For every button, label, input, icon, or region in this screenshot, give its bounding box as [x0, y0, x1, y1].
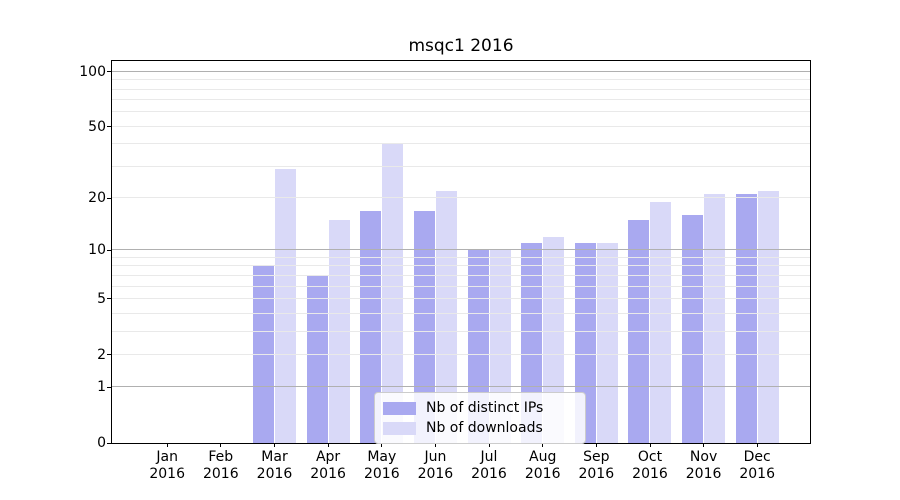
bar-distinct-ips-jun	[413, 210, 435, 443]
bar-distinct-ips-dec	[735, 194, 757, 443]
gridline-y-1	[112, 386, 810, 388]
x-tick-label-jan: Jan 2016	[149, 449, 185, 482]
y-tick-mark	[107, 298, 111, 300]
gridline-y-40	[112, 143, 810, 145]
gridline-y-10	[112, 249, 810, 251]
bar-distinct-ips-may	[360, 210, 382, 443]
y-tick-mark	[107, 354, 111, 356]
x-tick-mark	[488, 443, 490, 447]
y-tick-mark	[107, 71, 111, 73]
y-tick-mark	[107, 197, 111, 199]
x-tick-mark	[274, 443, 275, 447]
x-tick-label-sep: Sep 2016	[578, 449, 615, 482]
x-tick-label-feb: Feb 2016	[202, 449, 239, 482]
bars-layer	[112, 61, 810, 443]
x-tick-mark	[434, 443, 436, 447]
bar-downloads-dec	[757, 190, 779, 443]
chart-title: msqc1 2016	[408, 36, 514, 56]
x-tick-mark	[381, 443, 383, 447]
legend-swatch-distinct-ips	[383, 401, 416, 415]
bar-downloads-aug	[543, 236, 565, 443]
x-tick-label-jul: Jul 2016	[471, 449, 507, 482]
y-tick-mark	[107, 249, 111, 251]
gridline-y-7	[112, 274, 810, 276]
x-tick-mark	[595, 443, 597, 447]
y-tick-mark	[107, 442, 111, 444]
bar-downloads-sep	[596, 243, 618, 443]
bar-downloads-mar	[274, 169, 296, 443]
x-tick-label-aug: Aug 2016	[524, 449, 561, 482]
gridline-y-60	[112, 111, 810, 113]
y-tick-label-50: 50	[88, 118, 106, 135]
gridline-y-4	[112, 312, 810, 314]
y-tick-label-10: 10	[88, 242, 106, 259]
gridline-y-8	[112, 265, 810, 267]
x-tick-mark	[220, 443, 222, 447]
legend-item-distinct-ips: Nb of distinct IPs	[383, 398, 577, 418]
x-tick-label-jun: Jun 2016	[417, 449, 454, 482]
grid-layer	[112, 61, 810, 443]
gridline-y-5	[112, 297, 810, 299]
x-tick-mark	[327, 443, 329, 447]
gridline-y-6	[112, 285, 810, 287]
x-tick-label-oct: Oct 2016	[632, 449, 668, 482]
legend-swatch-downloads	[383, 421, 416, 435]
gridline-y-20	[112, 197, 810, 199]
bar-downloads-nov	[704, 194, 726, 443]
x-tick-label-may: May 2016	[363, 449, 400, 482]
y-tick-label-20: 20	[88, 190, 106, 207]
bar-distinct-ips-apr	[306, 275, 328, 443]
legend-label-downloads: Nb of downloads	[426, 420, 543, 436]
gridline-y-9	[112, 256, 810, 258]
y-tick-label-5: 5	[97, 290, 106, 307]
y-tick-label-2: 2	[97, 346, 106, 363]
y-tick-mark	[107, 126, 111, 128]
bar-distinct-ips-oct	[628, 220, 650, 443]
gridline-y-100	[112, 70, 810, 72]
plot-area	[111, 60, 811, 444]
bar-downloads-oct	[650, 202, 672, 443]
x-tick-mark	[166, 443, 168, 447]
x-tick-mark	[649, 443, 651, 447]
x-tick-label-nov: Nov 2016	[685, 449, 722, 482]
x-tick-label-dec: Dec 2016	[739, 449, 775, 482]
x-tick-mark	[756, 443, 758, 447]
gridline-y-50	[112, 125, 810, 127]
gridline-y-2	[112, 353, 810, 355]
gridline-y-3	[112, 330, 810, 332]
y-tick-mark	[107, 386, 111, 388]
y-tick-label-100: 100	[79, 63, 106, 80]
x-tick-mark	[542, 443, 544, 447]
y-tick-label-1: 1	[97, 379, 106, 396]
legend: Nb of distinct IPs Nb of downloads	[374, 392, 586, 444]
bar-downloads-jun	[435, 190, 457, 443]
x-tick-label-mar: Mar 2016	[256, 449, 293, 482]
gridline-y-30	[112, 165, 810, 167]
gridline-y-80	[112, 88, 810, 90]
gridline-y-90	[112, 79, 810, 81]
y-tick-label-0: 0	[97, 435, 106, 451]
bar-downloads-apr	[328, 220, 350, 443]
gridline-y-70	[112, 99, 810, 101]
bar-distinct-ips-mar	[252, 266, 274, 443]
x-tick-label-apr: Apr 2016	[310, 449, 346, 482]
bar-distinct-ips-nov	[682, 215, 704, 443]
legend-label-distinct-ips: Nb of distinct IPs	[426, 400, 544, 416]
x-tick-mark	[703, 443, 705, 447]
legend-item-downloads: Nb of downloads	[383, 418, 577, 438]
bar-downloads-may	[382, 144, 404, 443]
